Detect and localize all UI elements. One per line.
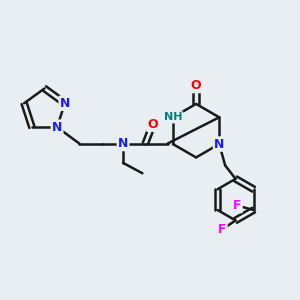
Text: N: N bbox=[214, 138, 224, 151]
Text: O: O bbox=[191, 79, 201, 92]
Text: N: N bbox=[118, 137, 128, 150]
Text: NH: NH bbox=[164, 112, 182, 122]
Text: F: F bbox=[218, 223, 226, 236]
Text: O: O bbox=[148, 118, 158, 131]
Text: F: F bbox=[233, 199, 242, 212]
Text: N: N bbox=[60, 97, 70, 110]
Text: N: N bbox=[52, 121, 62, 134]
